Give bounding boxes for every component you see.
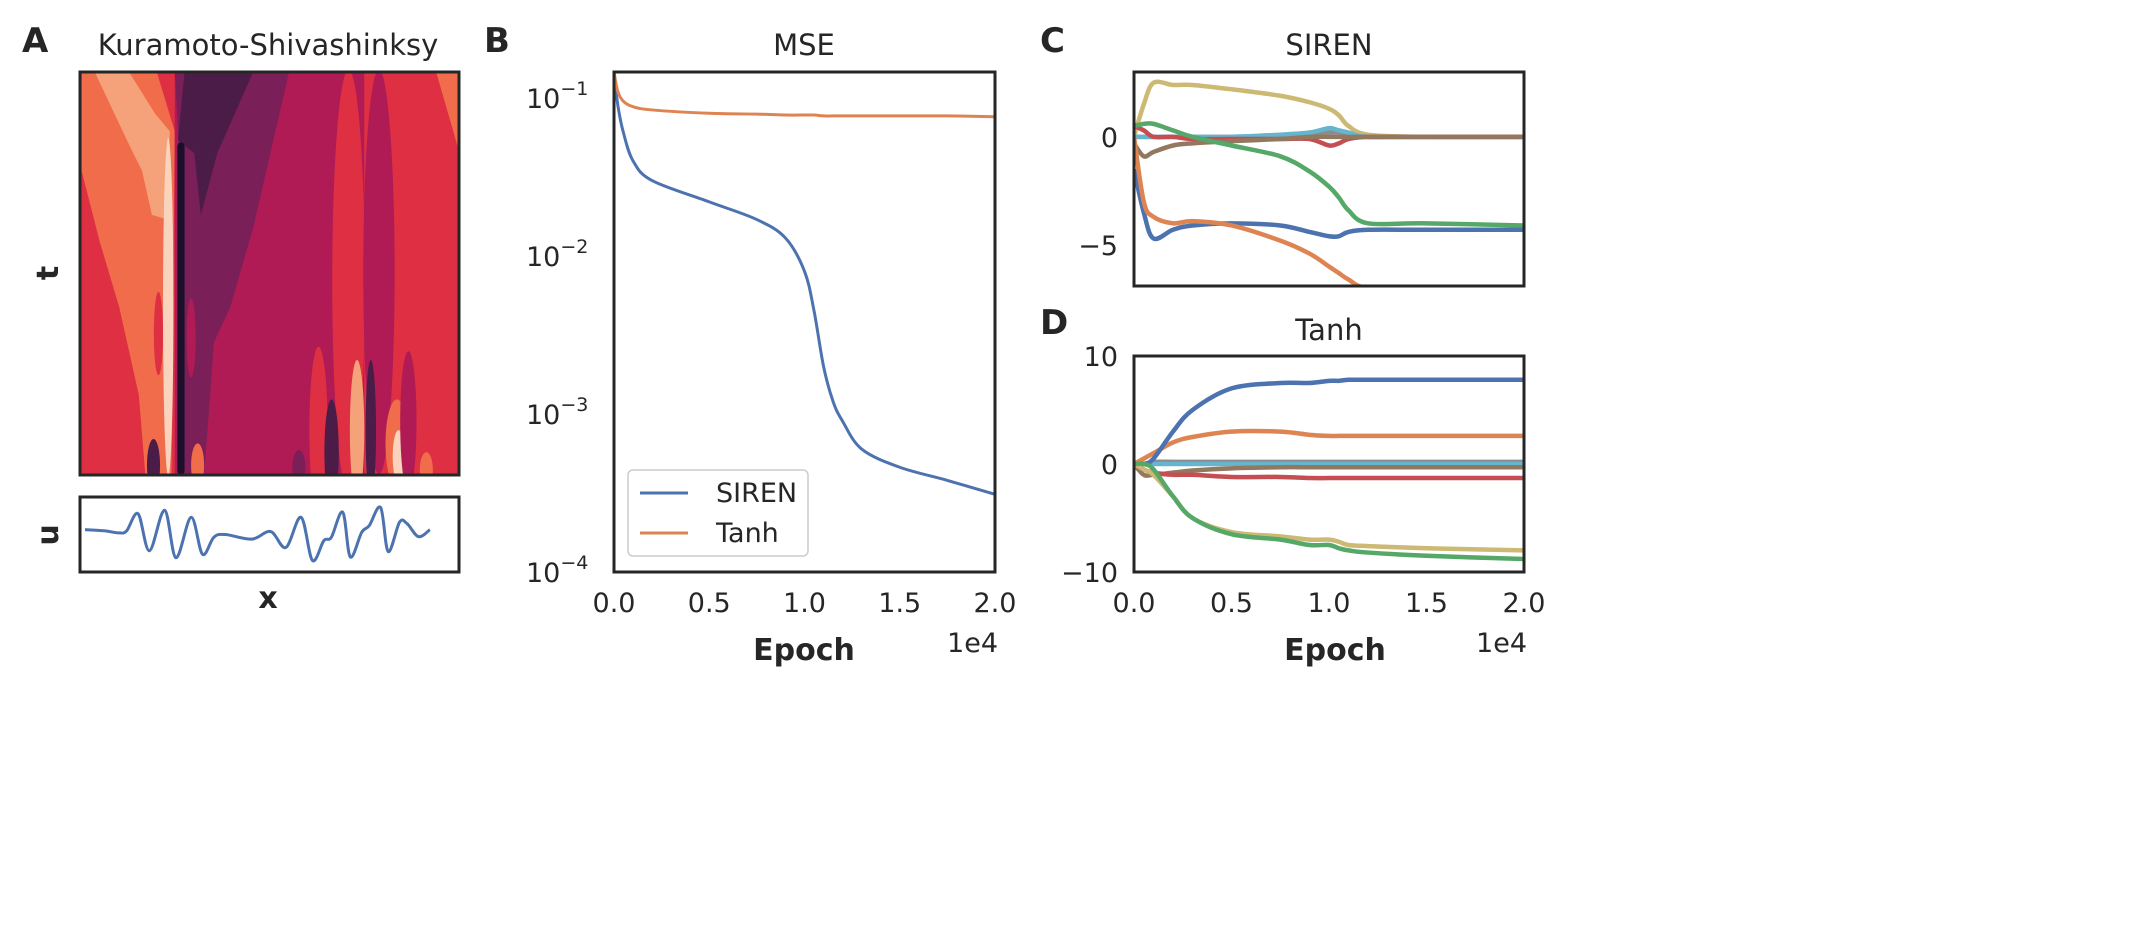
heatmap-region <box>162 137 174 475</box>
legend-label-tanh: Tanh <box>715 518 779 549</box>
series-line-7 <box>1134 121 1524 228</box>
series-line-tanh <box>614 72 995 119</box>
series-line-siren <box>614 72 995 496</box>
y-tick-base: 10 <box>526 242 560 273</box>
y-tick-label: −10 <box>1061 558 1118 589</box>
siren-title: SIREN <box>1285 28 1372 62</box>
y-tick-exponent: −3 <box>560 394 588 416</box>
y-tick-label: 0 <box>1101 123 1118 154</box>
mse-xlabel: Epoch <box>753 633 855 668</box>
heatmap-region <box>178 72 254 215</box>
legend: SIREN Tanh <box>627 469 809 557</box>
heatmap-region <box>436 72 459 152</box>
coefficient-lines <box>1134 377 1524 562</box>
heatmap-region <box>153 291 163 376</box>
heatmap-ylabel: t <box>31 266 66 280</box>
y-tick-label: 0 <box>1101 450 1118 481</box>
mse-x-offset: 1e4 <box>947 628 998 659</box>
panel-label-b: B <box>484 21 510 61</box>
heatmap-region <box>349 359 365 475</box>
x-tick-label: 0.5 <box>1210 588 1253 619</box>
x-tick-label: 1.0 <box>783 588 826 619</box>
series-line-5 <box>1134 168 1524 242</box>
heatmap-region <box>400 351 417 475</box>
y-tick-base: 10 <box>526 400 560 431</box>
y-tick-exponent: −2 <box>560 236 588 258</box>
series-line-4 <box>1134 428 1524 466</box>
series-line-7 <box>1134 461 1524 562</box>
heatmap-region <box>419 452 433 475</box>
heatmap-region <box>292 449 306 475</box>
mse-plot: 0.0 0.5 1.0 1.5 2.010−110−210−310−4 <box>526 70 1017 619</box>
x-tick-label: 1.0 <box>1308 588 1351 619</box>
mse-lines <box>614 72 995 496</box>
series-line-4 <box>1134 134 1524 159</box>
mse-title: MSE <box>773 28 835 62</box>
y-tick-label: 10−3 <box>526 394 588 431</box>
panel-label-d: D <box>1040 303 1068 343</box>
heatmap-region <box>94 72 170 220</box>
panel-label-c: C <box>1040 21 1065 61</box>
heatmap-title: Kuramoto-Shivashinksy <box>98 28 439 62</box>
y-tick-base: 10 <box>526 84 560 115</box>
heatmap-region <box>324 399 339 475</box>
x-tick-label: 0.0 <box>1113 588 1156 619</box>
heatmap-region <box>177 142 185 475</box>
y-tick-label: 10−1 <box>526 78 588 115</box>
series-line-5 <box>1134 377 1524 467</box>
y-tick-exponent: −4 <box>560 552 588 574</box>
panel-label-a: A <box>22 21 49 61</box>
series-line-6 <box>1134 136 1524 286</box>
y-tick-label: 10−4 <box>526 552 588 589</box>
x-tick-label: 2.0 <box>974 588 1017 619</box>
heatmap-frame <box>78 70 461 477</box>
legend-label-siren: SIREN <box>716 478 797 509</box>
y-tick-label: 10−2 <box>526 236 588 273</box>
coefficient-lines <box>1134 79 1524 286</box>
y-tick-label: 10 <box>1084 342 1118 373</box>
tanh-title: Tanh <box>1294 313 1362 347</box>
plot-frame <box>1132 70 1526 288</box>
heatmap-region <box>191 443 205 475</box>
y-tick-exponent: −1 <box>560 78 588 100</box>
tanh-x-offset: 1e4 <box>1476 628 1527 659</box>
y-tick-label: −5 <box>1078 231 1118 262</box>
series-line-6 <box>1134 462 1524 553</box>
heatmap-region <box>146 438 161 475</box>
siren-coefficients-plot: 0 −5 <box>1078 70 1526 288</box>
profile-xlabel: x <box>258 581 277 616</box>
u-profile-plot <box>84 505 431 563</box>
tanh-coefficients-plot: 10 0 −100.0 0.5 1.0 1.5 2.0 <box>1061 342 1545 619</box>
heatmap <box>80 72 459 475</box>
heatmap-region <box>309 346 328 475</box>
u-profile-line <box>84 505 431 563</box>
x-tick-label: 0.5 <box>688 588 731 619</box>
profile-ylabel: u <box>31 524 66 545</box>
heatmap-region <box>186 298 196 378</box>
plot-frame <box>612 70 997 574</box>
x-tick-label: 0.0 <box>593 588 636 619</box>
plot-frame <box>1132 354 1526 574</box>
profile-frame <box>78 495 461 574</box>
x-tick-label: 2.0 <box>1503 588 1546 619</box>
heatmap-region <box>365 359 377 475</box>
x-tick-label: 1.5 <box>1405 588 1448 619</box>
x-tick-label: 1.5 <box>878 588 921 619</box>
y-tick-base: 10 <box>526 558 560 589</box>
tanh-xlabel: Epoch <box>1284 633 1386 668</box>
